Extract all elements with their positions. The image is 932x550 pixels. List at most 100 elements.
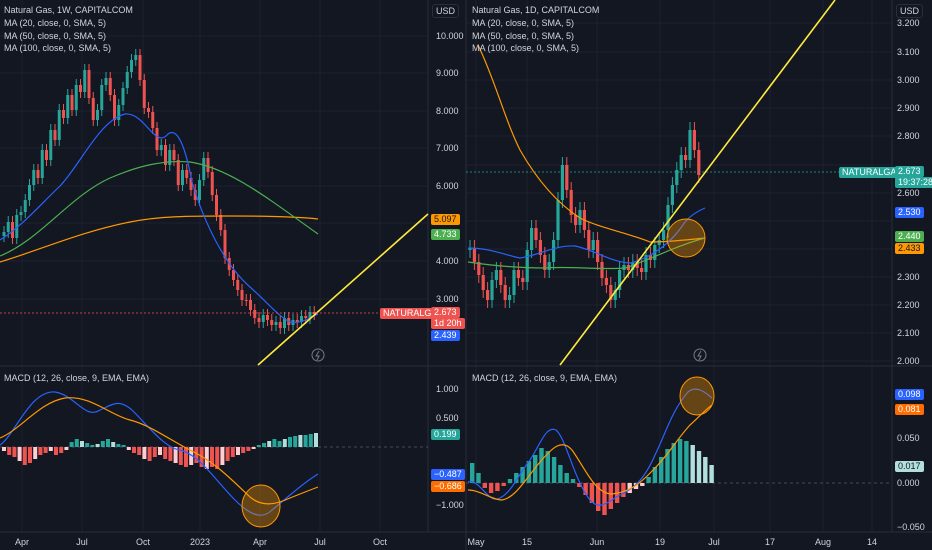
right-candle <box>508 295 512 300</box>
left-macd-tick: 0.500 <box>436 413 459 423</box>
left-candle <box>138 55 142 80</box>
right-macd-bar <box>596 483 601 511</box>
left-macd-bar <box>33 447 38 459</box>
right-macd-tick: 0.000 <box>897 478 920 488</box>
right-macd-bar <box>608 483 613 509</box>
left-macd-bar <box>256 445 261 447</box>
left-candle <box>257 318 261 322</box>
left-candle <box>40 150 44 178</box>
left-candle <box>62 110 65 118</box>
right-ma100-legend[interactable]: MA (100, close, 0, SMA, 5) <box>472 43 580 53</box>
left-macd-bar <box>308 434 313 447</box>
right-candle <box>684 155 688 160</box>
right-macd-bar <box>558 465 563 483</box>
right-events-icon[interactable] <box>693 348 707 362</box>
left-ma50-legend[interactable]: MA (50, close, 0, SMA, 5) <box>4 31 107 41</box>
left-candle <box>164 145 167 165</box>
right-candle <box>635 262 639 268</box>
right-macd-bar <box>646 477 651 483</box>
left-macd-bar <box>210 447 214 467</box>
right-ma50-line <box>467 237 706 270</box>
left-candle <box>108 78 112 95</box>
right-price-tick: 2.100 <box>897 328 920 338</box>
left-macd-bar <box>230 447 235 457</box>
left-candle <box>19 212 23 215</box>
right-ma20-legend[interactable]: MA (20, close, 0, SMA, 5) <box>472 18 575 28</box>
right-macd-bar <box>495 483 500 491</box>
right-time-tick: May <box>467 537 485 547</box>
left-candle <box>104 78 108 85</box>
left-macd-bar <box>241 447 246 453</box>
left-macd-legend[interactable]: MACD (12, 26, close, 9, EMA, EMA) <box>4 373 150 383</box>
left-macd-bar <box>100 441 105 447</box>
right-macd-tag: 0.098 <box>895 389 924 400</box>
right-macd-legend[interactable]: MACD (12, 26, close, 9, EMA, EMA) <box>472 373 618 383</box>
left-candle <box>236 280 240 290</box>
right-macd-bar <box>570 479 576 483</box>
left-candle <box>45 150 48 160</box>
right-macd-bar <box>665 449 670 483</box>
left-macd-bar <box>43 447 48 453</box>
right-candle <box>481 275 485 290</box>
right-macd-bar <box>621 483 626 497</box>
right-macd-highlight-circle <box>679 376 715 416</box>
left-candles <box>2 49 316 334</box>
right-candle <box>666 205 670 230</box>
left-candle <box>223 230 227 258</box>
left-ma20-tag: 2.439 <box>431 330 460 341</box>
right-candle <box>490 280 494 300</box>
right-candle <box>525 250 529 282</box>
left-macd-bar <box>54 447 58 455</box>
left-candle <box>176 160 180 185</box>
right-macd-bar <box>520 467 525 483</box>
left-ma100-legend[interactable]: MA (100, close, 0, SMA, 5) <box>4 43 112 53</box>
left-price-tick: 7.000 <box>436 143 459 153</box>
left-symbol-tag: NATURALGAS <box>380 308 447 319</box>
left-candle <box>15 215 19 238</box>
left-candle <box>198 180 201 200</box>
left-macd-bar <box>251 447 256 449</box>
right-candle <box>512 270 516 295</box>
left-candle <box>261 315 265 322</box>
left-macd-bar <box>204 447 209 469</box>
right-price-tick: 2.300 <box>897 272 920 282</box>
left-macd-bar <box>184 447 188 467</box>
left-candle <box>206 158 210 172</box>
left-chart-title: Natural Gas, 1W, CAPITALCOM <box>4 5 133 15</box>
left-macd-line <box>0 391 319 516</box>
left-macd-bar <box>147 447 152 461</box>
left-candle <box>155 128 159 150</box>
left-signal-line <box>0 397 319 505</box>
right-candle <box>521 278 525 282</box>
left-candle <box>117 105 121 120</box>
left-candle <box>274 322 278 325</box>
right-time-tick: Jun <box>590 537 605 547</box>
left-candle <box>91 98 95 120</box>
left-macd-tag: −0.487 <box>431 469 465 480</box>
right-macd-bar <box>583 483 588 495</box>
right-currency-button[interactable]: USD <box>896 4 924 18</box>
right-candle <box>697 150 701 175</box>
right-candle <box>587 230 591 250</box>
left-candle <box>202 158 206 180</box>
left-macd-bar <box>90 445 95 447</box>
left-price-tick: 10.000 <box>436 31 464 41</box>
right-ma50-legend[interactable]: MA (50, close, 0, SMA, 5) <box>472 31 575 41</box>
left-ma20-legend[interactable]: MA (20, close, 0, SMA, 5) <box>4 18 107 28</box>
left-candle <box>147 108 150 112</box>
left-time-tick: Oct <box>136 537 151 547</box>
right-candle <box>596 240 600 262</box>
right-macd-bar <box>696 451 702 483</box>
left-candle <box>134 55 138 60</box>
left-candle <box>142 80 146 108</box>
left-candle <box>283 318 286 328</box>
left-candle <box>232 270 235 280</box>
right-candle <box>543 255 547 270</box>
right-countdown-tag: 19:37:28 <box>895 177 932 188</box>
right-macd-bar <box>488 483 494 493</box>
right-candle <box>560 165 564 200</box>
left-currency-button[interactable]: USD <box>432 4 460 18</box>
left-ma20-line <box>0 113 319 323</box>
left-events-icon[interactable] <box>311 348 325 362</box>
